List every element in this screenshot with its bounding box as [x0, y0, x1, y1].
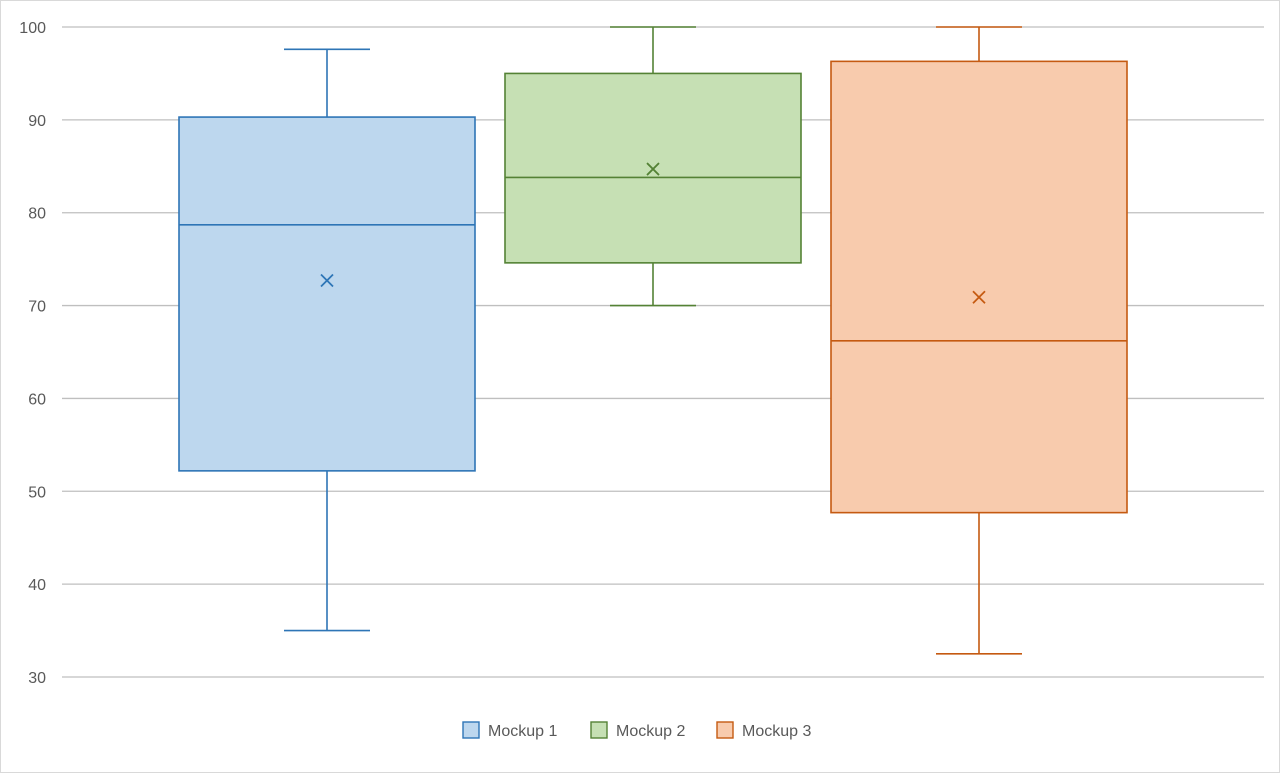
box-series-1: [178, 48, 476, 632]
y-tick-label-100: 100: [19, 20, 46, 37]
legend-label-1: Mockup 1: [488, 723, 557, 740]
legend-swatch-2: [590, 721, 608, 739]
legend-label-3: Mockup 3: [742, 723, 811, 740]
series-1-iqr-box: [178, 116, 476, 472]
legend-item-1: Mockup 1: [462, 721, 557, 740]
legend: Mockup 1 Mockup 2 Mockup 3: [462, 721, 811, 740]
series-3-mean-marker: [972, 290, 986, 304]
y-axis-tick-labels: 30 40 50 60 70 80 90 100: [19, 20, 46, 687]
box-series-2: [504, 26, 802, 307]
y-tick-label-80: 80: [28, 206, 46, 223]
legend-swatch-3: [716, 721, 734, 739]
y-tick-label-70: 70: [28, 299, 46, 316]
series-1-mean-marker: [320, 273, 334, 288]
legend-item-2: Mockup 2: [590, 721, 685, 740]
legend-label-2: Mockup 2: [616, 723, 685, 740]
y-tick-label-30: 30: [28, 670, 46, 687]
legend-swatch-1: [462, 721, 480, 739]
box-series-3: [830, 26, 1128, 655]
y-tick-label-50: 50: [28, 484, 46, 501]
y-tick-label-60: 60: [28, 391, 46, 408]
box-series: [178, 26, 1128, 655]
y-tick-label-90: 90: [28, 113, 46, 130]
y-tick-label-40: 40: [28, 577, 46, 594]
series-3-iqr-box: [830, 60, 1128, 514]
legend-item-3: Mockup 3: [716, 721, 811, 740]
series-2-mean-marker: [646, 162, 660, 176]
